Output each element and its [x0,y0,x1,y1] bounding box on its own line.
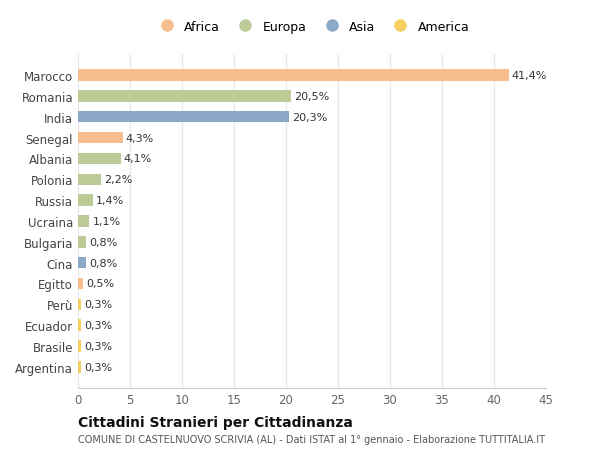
Bar [78,91,291,102]
Bar [78,153,121,165]
Bar [78,216,89,227]
Bar [78,236,86,248]
Text: 4,3%: 4,3% [126,133,154,143]
Text: 20,3%: 20,3% [292,112,328,123]
Text: 0,3%: 0,3% [84,320,112,330]
Text: 20,5%: 20,5% [295,92,329,102]
Bar [78,278,83,290]
Bar [78,112,289,123]
Text: 0,3%: 0,3% [84,362,112,372]
Text: Cittadini Stranieri per Cittadinanza: Cittadini Stranieri per Cittadinanza [78,415,353,429]
Bar [78,320,81,331]
Text: 0,3%: 0,3% [84,300,112,310]
Text: 41,4%: 41,4% [512,71,547,81]
Bar [78,70,509,82]
Text: 0,8%: 0,8% [89,258,118,268]
Text: 0,3%: 0,3% [84,341,112,351]
Bar [78,299,81,310]
Text: COMUNE DI CASTELNUOVO SCRIVIA (AL) - Dati ISTAT al 1° gennaio - Elaborazione TUT: COMUNE DI CASTELNUOVO SCRIVIA (AL) - Dat… [78,434,545,444]
Text: 0,8%: 0,8% [89,237,118,247]
Bar [78,341,81,352]
Text: 4,1%: 4,1% [124,154,152,164]
Legend: Africa, Europa, Asia, America: Africa, Europa, Asia, America [152,18,472,36]
Text: 2,2%: 2,2% [104,175,133,185]
Bar [78,361,81,373]
Text: 1,1%: 1,1% [92,217,121,226]
Bar [78,257,86,269]
Text: 0,5%: 0,5% [86,279,115,289]
Bar [78,195,92,207]
Bar [78,133,123,144]
Bar [78,174,101,185]
Text: 1,4%: 1,4% [95,196,124,206]
